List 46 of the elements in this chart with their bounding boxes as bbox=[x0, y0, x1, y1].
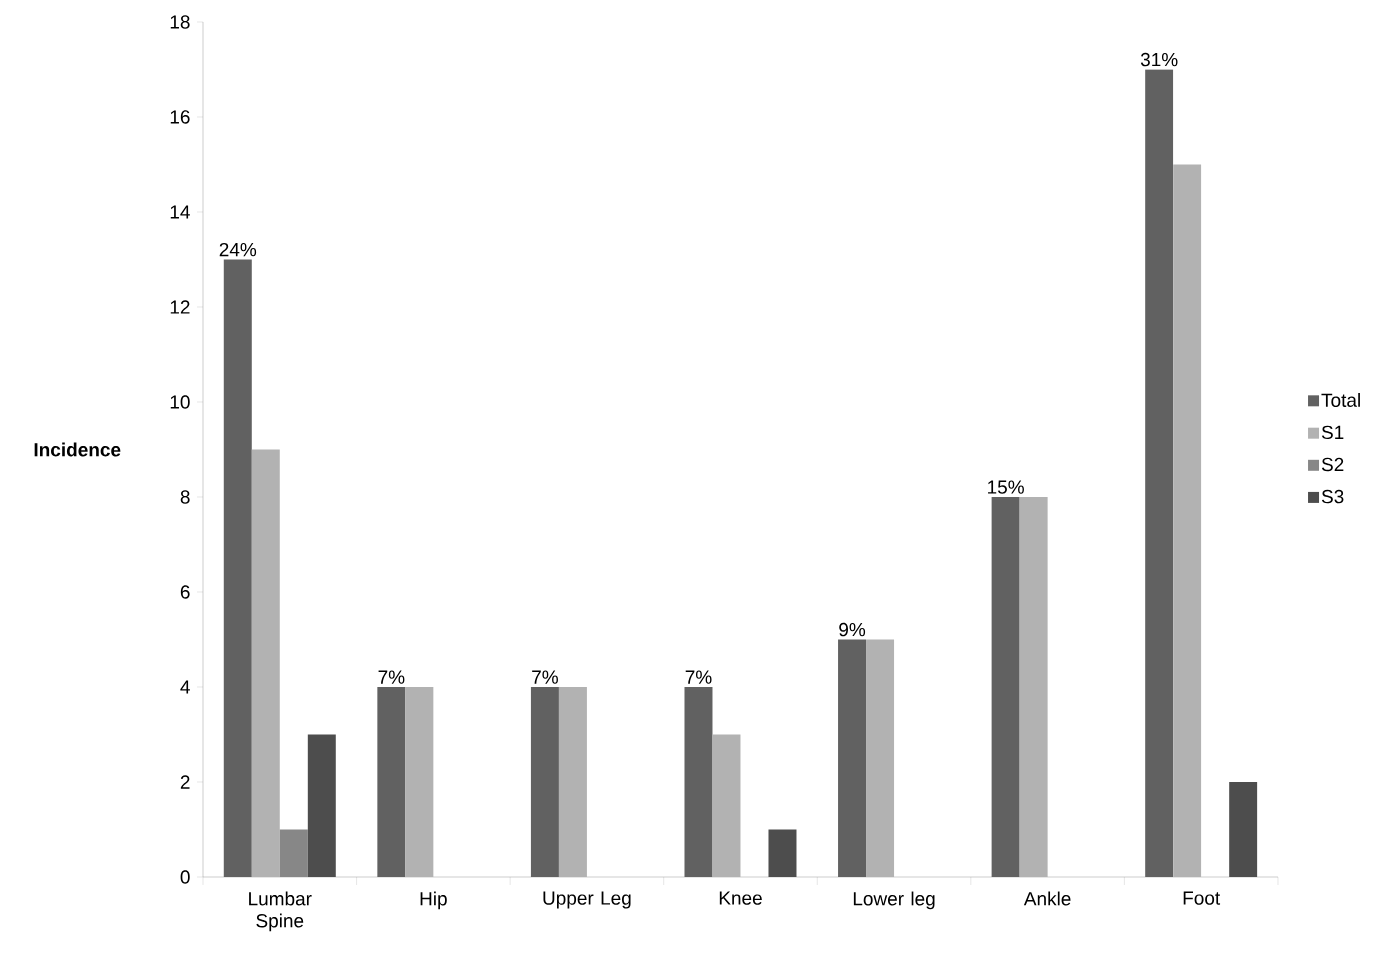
bar bbox=[684, 687, 713, 877]
annotation: 7% bbox=[532, 670, 558, 684]
y-tick-label: 2 bbox=[180, 775, 190, 789]
bar bbox=[251, 449, 280, 877]
annotation: 7% bbox=[378, 670, 405, 684]
x-tick-label: Upper Leg bbox=[543, 891, 631, 909]
legend-label: Total bbox=[1321, 393, 1360, 407]
y-tick-label: 18 bbox=[170, 15, 190, 29]
x-tick-label: Lower leg bbox=[853, 891, 935, 910]
x-tick-label: Knee bbox=[719, 891, 762, 905]
annotation: 15% bbox=[988, 480, 1024, 494]
bar bbox=[223, 259, 252, 877]
bar bbox=[866, 639, 895, 877]
bar bbox=[1229, 782, 1258, 877]
annotation: 24% bbox=[219, 242, 257, 257]
y-tick-label: 6 bbox=[180, 585, 190, 599]
bar bbox=[558, 687, 587, 877]
y-tick-label: 14 bbox=[170, 205, 190, 219]
bar bbox=[838, 639, 867, 877]
annotation: 7% bbox=[685, 670, 712, 684]
y-tick-label: 8 bbox=[180, 490, 190, 504]
bar bbox=[530, 687, 559, 877]
bar bbox=[1173, 164, 1202, 877]
y-tick-label: 16 bbox=[170, 110, 190, 124]
bar bbox=[1019, 496, 1048, 877]
bar bbox=[307, 734, 336, 877]
x-tick-label: Lumbar Spine bbox=[249, 891, 312, 932]
bar bbox=[991, 496, 1020, 877]
bar bbox=[377, 687, 406, 877]
legend-label: S1 bbox=[1321, 425, 1344, 440]
x-tick-label: Foot bbox=[1183, 891, 1221, 905]
legend-label: S2 bbox=[1321, 457, 1344, 472]
y-tick-label: 10 bbox=[170, 395, 190, 409]
y-tick-label: 12 bbox=[170, 300, 190, 314]
annotation: 31% bbox=[1140, 52, 1178, 67]
y-tick-label: 0 bbox=[180, 870, 190, 884]
annotation: 9% bbox=[839, 622, 866, 637]
y-axis-title: Incidence bbox=[34, 442, 121, 457]
bar bbox=[1145, 69, 1174, 877]
x-tick-label: Hip bbox=[420, 891, 447, 910]
bar bbox=[768, 829, 797, 877]
bar bbox=[405, 687, 434, 877]
x-tick-label: Ankle bbox=[1023, 891, 1071, 906]
bar bbox=[712, 734, 741, 877]
y-tick-label: 4 bbox=[180, 680, 190, 694]
legend-label: S3 bbox=[1321, 489, 1344, 504]
